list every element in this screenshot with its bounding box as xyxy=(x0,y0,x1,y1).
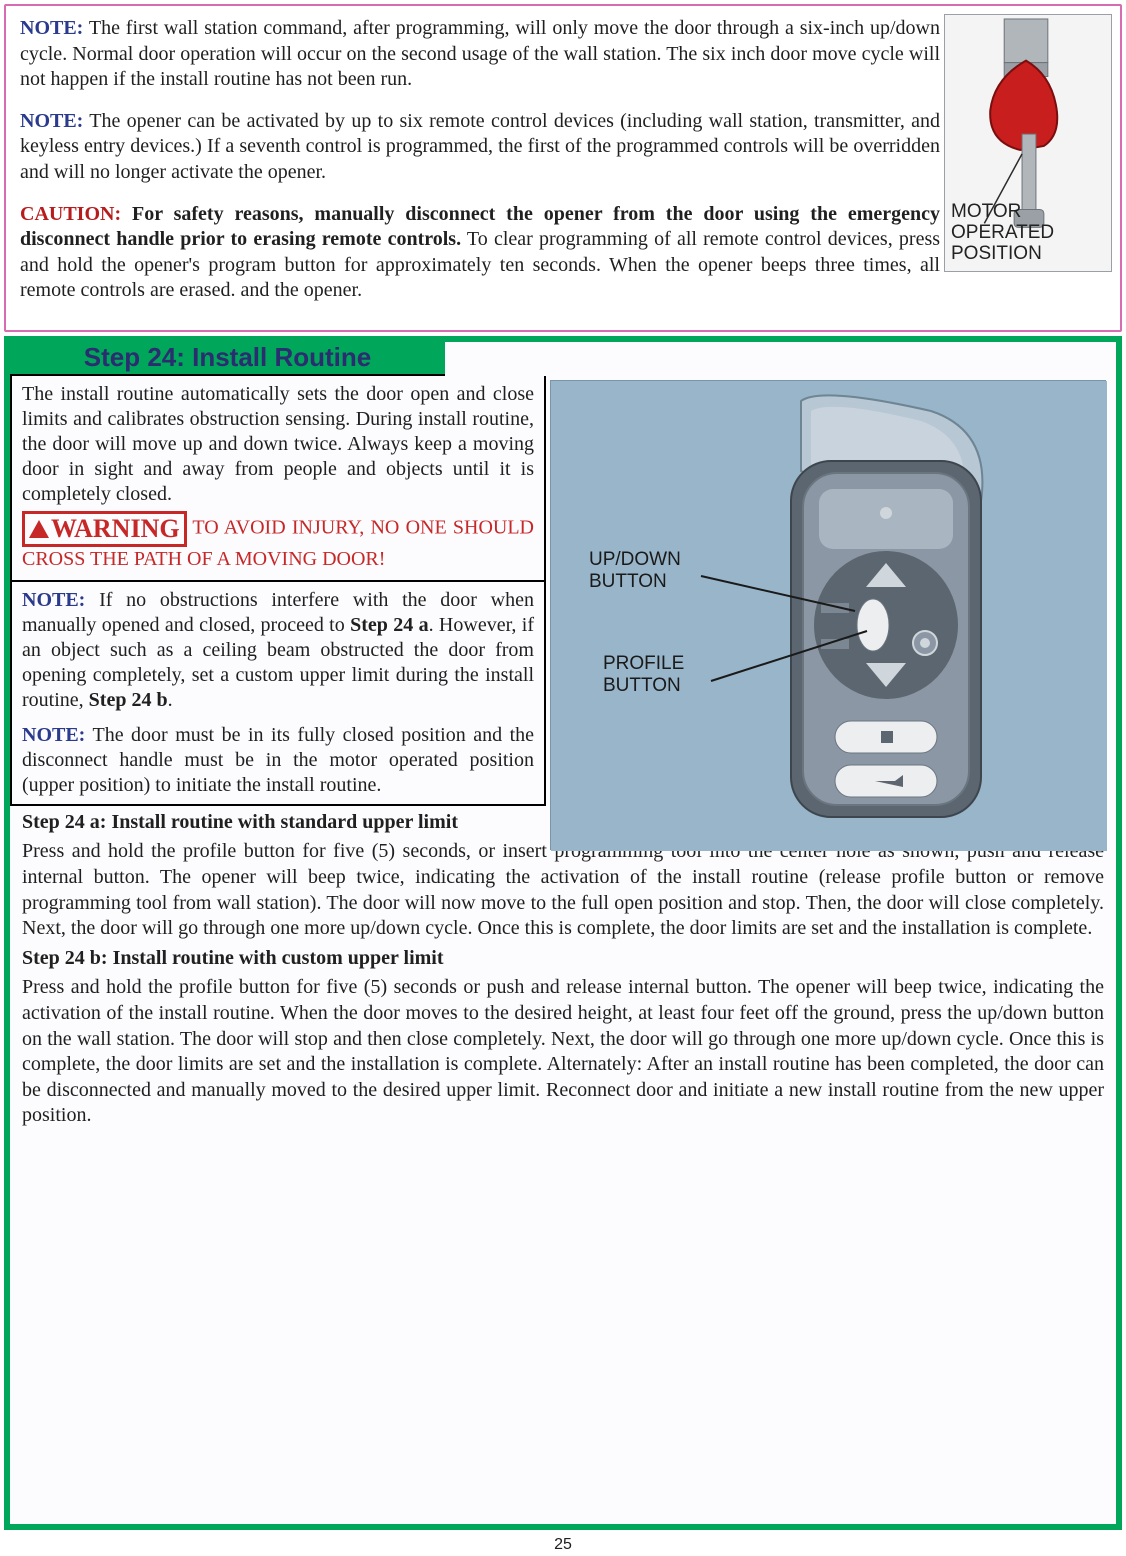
warning-triangle-icon xyxy=(29,520,49,538)
note-label: NOTE: xyxy=(20,17,83,39)
page-number: 25 xyxy=(0,1534,1126,1556)
motor-line2: OPERATED xyxy=(951,222,1054,243)
n1b: Step 24 a xyxy=(350,614,428,636)
step-body: Step 24 a: Install routine with standard… xyxy=(10,806,1116,1145)
notes-block: NOTE: If no obstructions interfere with … xyxy=(10,582,546,806)
note-1: NOTE: The first wall station command, af… xyxy=(20,16,940,93)
top-text: NOTE: The first wall station command, af… xyxy=(20,16,940,304)
n1t3: . xyxy=(168,689,173,711)
note-label: NOTE: xyxy=(20,110,83,132)
motor-caption: MOTOR OPERATED POSITION xyxy=(951,202,1054,265)
note-label: NOTE: xyxy=(22,589,85,611)
note-24-1: NOTE: If no obstructions interfere with … xyxy=(22,588,534,713)
motor-line1: MOTOR xyxy=(951,201,1021,222)
note-label: NOTE: xyxy=(22,724,85,746)
label-profile: PROFILE BUTTON xyxy=(603,653,684,697)
label-updown: UP/DOWN BUTTON xyxy=(589,549,681,593)
intro-text: The install routine automatically sets t… xyxy=(22,383,534,505)
caution-label: CAUTION: xyxy=(20,203,121,225)
para-24b: Press and hold the profile button for fi… xyxy=(22,975,1104,1129)
wall-station-figure: UP/DOWN BUTTON PROFILE BUTTON xyxy=(550,380,1106,850)
warning-row: WARNING TO AVOID INJURY, NO ONE SHOULD C… xyxy=(22,511,534,572)
warning-badge: WARNING xyxy=(22,511,187,547)
install-intro: The install routine automatically sets t… xyxy=(10,376,546,582)
warning-word: WARNING xyxy=(51,514,180,543)
caution: CAUTION: For safety reasons, manually di… xyxy=(20,202,940,304)
motor-line3: POSITION xyxy=(951,243,1042,264)
n1b2: Step 24 b xyxy=(89,689,168,711)
heading-24b: Step 24 b: Install routine with custom u… xyxy=(22,947,444,969)
motor-position-figure: MOTOR OPERATED POSITION xyxy=(944,14,1112,272)
note-2-text: The opener can be activated by up to six… xyxy=(20,110,940,183)
note-24-2: NOTE: The door must be in its fully clos… xyxy=(22,723,534,798)
notes-caution-box: NOTE: The first wall station command, af… xyxy=(4,4,1122,332)
heading-24a: Step 24 a: Install routine with standard… xyxy=(22,811,458,833)
n2t: The door must be in its fully closed pos… xyxy=(22,724,534,796)
wall-station-icon xyxy=(551,381,1107,851)
step-title: Step 24: Install Routine xyxy=(10,342,445,376)
note-2: NOTE: The opener can be activated by up … xyxy=(20,109,940,186)
step-24-section: Step 24: Install Routine The install rou… xyxy=(4,336,1122,1530)
para-24a: Press and hold the profile button for fi… xyxy=(22,839,1104,941)
note-1-text: The first wall station command, after pr… xyxy=(20,17,940,90)
